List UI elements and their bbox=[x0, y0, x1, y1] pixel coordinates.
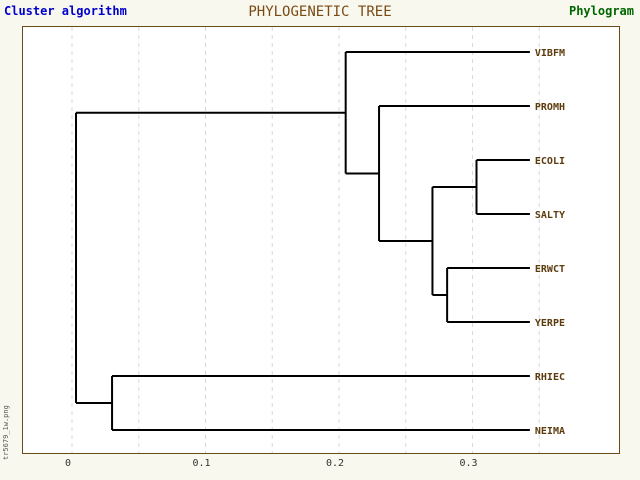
x-tick-label: 0.2 bbox=[325, 458, 345, 469]
leaf-label-erwct: ERWCT bbox=[535, 264, 565, 275]
algorithm-label: Cluster algorithm bbox=[4, 4, 127, 18]
x-tick-label: 0.3 bbox=[459, 458, 478, 469]
leaf-label-vibfm: VIBFM bbox=[535, 48, 565, 59]
chart-title: PHYLOGENETIC TREE bbox=[248, 4, 392, 20]
plot-area bbox=[22, 26, 620, 454]
tree-type-label: Phylogram bbox=[568, 4, 634, 18]
leaf-label-promh: PROMH bbox=[535, 102, 565, 113]
leaf-label-salty: SALTY bbox=[535, 210, 565, 221]
leaf-label-rhiec: RHIEC bbox=[535, 372, 565, 383]
leaf-label-ecoli: ECOLI bbox=[535, 156, 565, 167]
x-tick-label: 0.1 bbox=[192, 458, 211, 469]
x-tick-label: 0 bbox=[64, 458, 72, 469]
leaf-label-yerpe: YERPE bbox=[535, 318, 565, 329]
leaf-label-neima: NEIMA bbox=[535, 426, 565, 437]
